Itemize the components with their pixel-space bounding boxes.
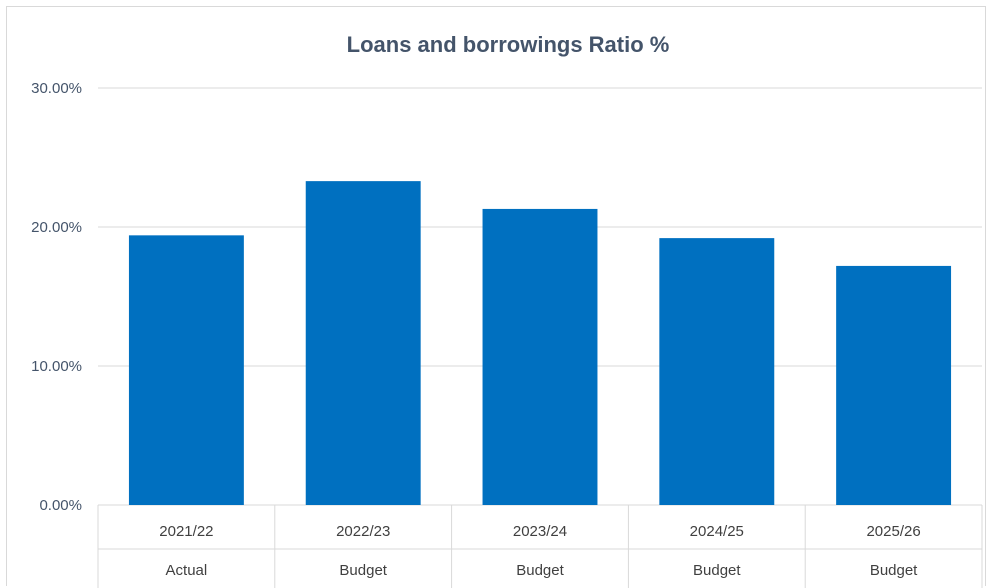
x-category-label: 2023/24 (513, 523, 567, 540)
bar-2023-24 (482, 208, 598, 505)
x-category-sublabel: Budget (870, 562, 918, 579)
y-axis-ticks: 0.00% 10.00% 20.00% 30.00% (31, 80, 82, 514)
x-category-sublabel: Budget (516, 562, 564, 579)
chart-title: Loans and borrowings Ratio % (347, 32, 670, 57)
x-category-sublabel: Budget (339, 562, 387, 579)
x-category-sublabel: Actual (166, 562, 208, 579)
x-category-label: 2021/22 (159, 523, 213, 540)
bar-2025-26 (836, 265, 952, 505)
x-axis: 2021/22 Actual 2022/23 Budget 2023/24 Budget 2… (97, 505, 983, 588)
x-category-label: 2025/26 (866, 523, 920, 540)
y-tick-label: 20.00% (31, 219, 82, 236)
y-tick-label: 30.00% (31, 80, 82, 97)
bar-2024-25 (659, 238, 775, 505)
x-category-sublabel: Budget (693, 562, 741, 579)
bars (128, 181, 952, 505)
x-category-label: 2024/25 (690, 523, 744, 540)
y-tick-label: 10.00% (31, 358, 82, 375)
bar-2022-23 (305, 181, 421, 505)
y-tick-label: 0.00% (39, 497, 82, 514)
bar-2021-22 (128, 235, 244, 505)
x-category-label: 2022/23 (336, 523, 390, 540)
